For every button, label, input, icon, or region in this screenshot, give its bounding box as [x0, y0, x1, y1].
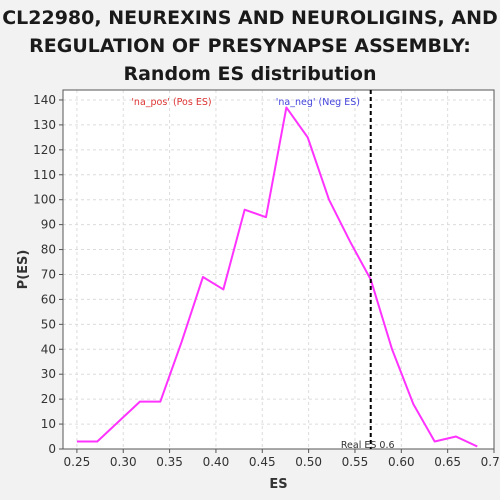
y-tick-label: 0 — [48, 442, 56, 456]
chart-title: CL22980, NEUREXINS AND NEUROLIGINS, AND … — [2, 7, 498, 85]
plot-frame — [62, 89, 495, 450]
x-tick-label: 0.25 — [64, 455, 91, 469]
y-tick-label: 70 — [41, 267, 56, 281]
series-line — [76, 106, 478, 448]
y-axis-title: P(ES) — [16, 250, 31, 290]
y-tick-label: 100 — [33, 193, 56, 207]
y-tick-label: 40 — [41, 342, 56, 356]
y-tick-label: 90 — [41, 218, 56, 232]
x-tick-label: 0.30 — [110, 455, 137, 469]
x-axis-title: ES — [269, 477, 287, 492]
x-tick-label: 0.35 — [156, 455, 183, 469]
y-tick-label: 110 — [33, 168, 56, 182]
annotation-label: 'na_pos' (Pos ES) — [131, 97, 211, 108]
x-tick-label: 0.45 — [249, 455, 276, 469]
real-es-label: Real ES 0.6 — [341, 440, 395, 451]
y-tick-label: 60 — [41, 292, 56, 306]
x-tick-label: 0.70 — [481, 455, 500, 469]
x-tick-label: 0.40 — [203, 455, 230, 469]
x-tick-label: 0.55 — [342, 455, 369, 469]
y-tick-label: 80 — [41, 243, 56, 257]
x-tick-label: 0.65 — [434, 455, 461, 469]
y-tick-label: 30 — [41, 367, 56, 381]
y-tick-label: 10 — [41, 417, 56, 431]
y-tick-label: 20 — [41, 392, 56, 406]
y-tick-label: 50 — [41, 317, 56, 331]
x-tick-label: 0.50 — [295, 455, 322, 469]
y-tick-label: 120 — [33, 143, 56, 157]
x-tick-label: 0.60 — [388, 455, 415, 469]
annotation-label: 'na_neg' (Neg ES) — [276, 97, 360, 108]
plot-background — [63, 90, 494, 449]
y-tick-label: 140 — [33, 93, 56, 107]
y-tick-label: 130 — [33, 118, 56, 132]
